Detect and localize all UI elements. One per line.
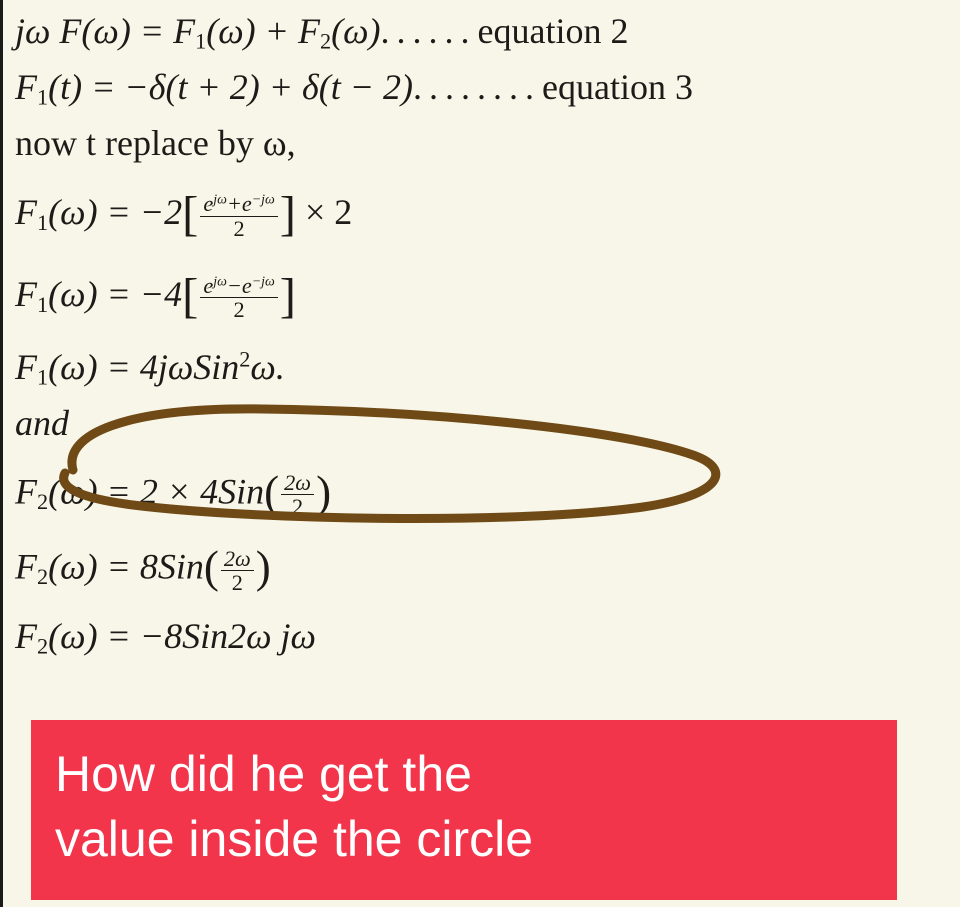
f2b-prefix: F xyxy=(15,547,37,587)
f2a-rparen: ) xyxy=(316,467,331,517)
eq2-dots: . . . . . . xyxy=(381,11,469,51)
f2-result: F2(ω) = −8Sin2ω jω xyxy=(15,609,950,665)
f1a-lbracket: [ xyxy=(182,187,198,241)
replace-note: now t replace by ω, xyxy=(15,116,950,172)
f2a-prefix: F xyxy=(15,471,37,511)
eq2-label: equation 2 xyxy=(478,11,629,51)
callout-line-1: How did he get the xyxy=(55,742,869,807)
f1c-exp: 2 xyxy=(239,347,250,372)
eq3-prefix: F xyxy=(15,67,37,107)
eq3-dots: . . . . . . . . xyxy=(413,67,533,107)
f1b-frac: ejω−e−jω2 xyxy=(198,274,279,322)
f2a-lparen: ( xyxy=(264,467,279,517)
callout-line-2: value inside the circle xyxy=(55,807,869,872)
equation-line-2: jω F(ω) = F1(ω) + F2(ω). . . . . . equat… xyxy=(15,4,950,60)
f2-circled-line: F2(ω) = 2 × 4Sin(2ω2) xyxy=(15,458,950,528)
question-callout: How did he get the value inside the circ… xyxy=(31,720,897,900)
eq3-label: equation 3 xyxy=(542,67,693,107)
eq2-sub1: 1 xyxy=(195,29,206,54)
f1b-open: (ω) = −4 xyxy=(48,274,182,314)
f1a-prefix: F xyxy=(15,193,37,233)
f2b-frac: 2ω2 xyxy=(219,547,256,595)
and-text: and xyxy=(15,403,69,443)
replace-note-text: now t replace by ω, xyxy=(15,123,296,163)
f2a-open: (ω) = 2 × 4Sin xyxy=(48,471,264,511)
f2b-rparen: ) xyxy=(256,542,271,592)
f2c-prefix: F xyxy=(15,616,37,656)
eq2-tail: (ω) xyxy=(331,11,380,51)
eq2-sub2: 2 xyxy=(320,29,331,54)
f1b-rbracket: ] xyxy=(280,269,296,323)
f2b-open: (ω) = 8Sin xyxy=(48,547,204,587)
eq3-body: (t) = −δ(t + 2) + δ(t − 2) xyxy=(48,67,413,107)
eq3-sub: 1 xyxy=(37,84,48,109)
f1b-lbracket: [ xyxy=(182,269,198,323)
f1c-sub: 1 xyxy=(37,365,48,390)
f2a-frac: 2ω2 xyxy=(279,471,316,519)
eq2-lhs: jω F(ω) = F xyxy=(15,11,195,51)
f1a-open: (ω) = −2 xyxy=(48,193,182,233)
and-label: and xyxy=(15,396,950,452)
f1a-rbracket: ] xyxy=(280,187,296,241)
f2-simplified: F2(ω) = 8Sin(2ω2) xyxy=(15,533,950,603)
f1c-tail: ω. xyxy=(250,347,284,387)
f2b-sub: 2 xyxy=(37,564,48,589)
f2b-lparen: ( xyxy=(204,542,219,592)
f1-result: F1(ω) = 4jωSin2ω. xyxy=(15,340,950,396)
f2a-sub: 2 xyxy=(37,489,48,514)
f1b-sub: 1 xyxy=(37,291,48,316)
f2c-body: (ω) = −8Sin2ω jω xyxy=(48,616,316,656)
f1c-body: (ω) = 4jωSin xyxy=(48,347,239,387)
f2c-sub: 2 xyxy=(37,634,48,659)
f1b-prefix: F xyxy=(15,274,37,314)
f1c-prefix: F xyxy=(15,347,37,387)
f1a-frac: ejω+e−jω2 xyxy=(198,192,279,240)
eq2-mid: (ω) + F xyxy=(206,11,320,51)
f1a-mult: × 2 xyxy=(296,193,352,233)
f1-expansion-1: F1(ω) = −2[ejω+e−jω2] × 2 xyxy=(15,177,950,252)
equation-line-3: F1(t) = −δ(t + 2) + δ(t − 2). . . . . . … xyxy=(15,60,950,116)
f1-expansion-2: F1(ω) = −4[ejω−e−jω2] xyxy=(15,259,950,334)
f1a-sub: 1 xyxy=(37,210,48,235)
